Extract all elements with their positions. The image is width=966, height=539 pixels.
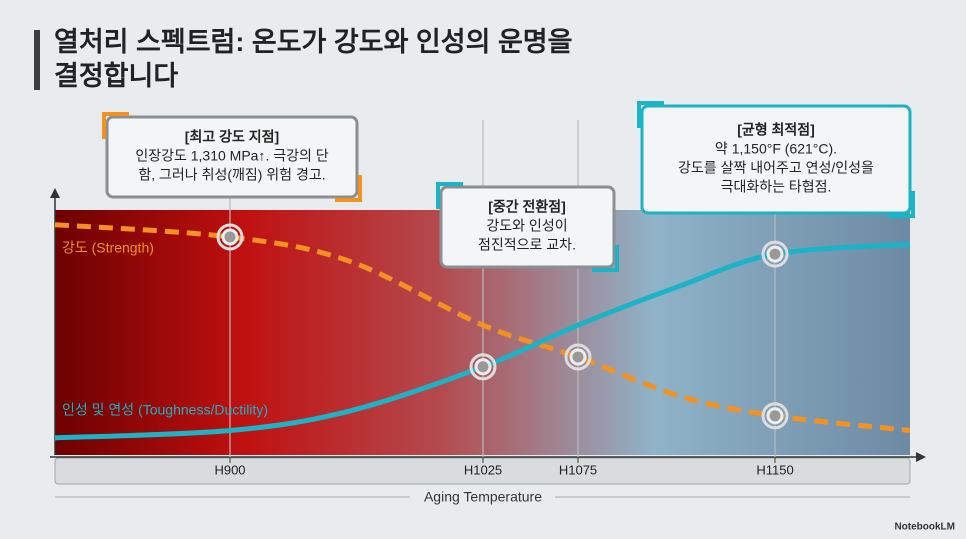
x-axis-label: Aging Temperature	[424, 489, 542, 505]
series-label: 인성 및 연성 (Toughness/Ductility)	[62, 402, 268, 418]
callout-text: 강도를 살짝 내어주고 연성/인성을	[678, 160, 874, 176]
point-halo	[469, 353, 497, 381]
callout-corner	[637, 101, 664, 128]
callout-corner	[335, 175, 362, 202]
point-marker	[474, 358, 492, 376]
point-marker	[766, 245, 784, 263]
callout-corner	[436, 182, 463, 209]
point-marker	[569, 348, 587, 366]
point-halo	[216, 223, 244, 251]
point-marker	[766, 407, 784, 425]
callout-text: 함, 그러나 취성(깨짐) 위험 경고.	[138, 167, 325, 183]
point-marker	[221, 228, 239, 246]
title: 결정합니다	[54, 61, 178, 91]
x-arrow	[916, 452, 926, 462]
callout-corner	[592, 245, 619, 272]
x-tick-label: H1150	[756, 462, 793, 477]
callout-box	[439, 185, 616, 269]
x-tick-label: H1025	[464, 462, 502, 477]
title-bar	[34, 30, 40, 90]
point-halo	[564, 343, 592, 371]
callout-box	[640, 104, 912, 215]
y-arrow	[50, 188, 60, 198]
watermark: NotebookLM	[894, 522, 955, 533]
callout-title: [균형 최적점]	[737, 122, 815, 138]
title: 열처리 스펙트럼: 온도가 강도와 인성의 운명을	[54, 27, 572, 57]
callout-text: 극대화하는 타협점.	[721, 179, 832, 195]
callout-corner	[888, 191, 915, 218]
point-halo	[761, 402, 789, 430]
callout-text: 약 1,150°F (621°C).	[715, 141, 837, 157]
series-label: 강도 (Strength)	[62, 240, 154, 256]
callout-box	[105, 115, 359, 199]
point-halo	[761, 240, 789, 268]
callout-text: 인장강도 1,310 MPa↑. 극강의 단	[135, 148, 328, 164]
callout-corner	[102, 112, 129, 139]
callout-text: 강도와 인성이	[486, 218, 567, 234]
x-tick-label: H1075	[559, 462, 597, 477]
x-tick-label: H900	[214, 462, 245, 477]
callout-text: 점진적으로 교차.	[478, 237, 576, 253]
callout-title: [최고 강도 지점]	[185, 129, 279, 145]
callout-title: [중간 전환점]	[488, 199, 566, 215]
